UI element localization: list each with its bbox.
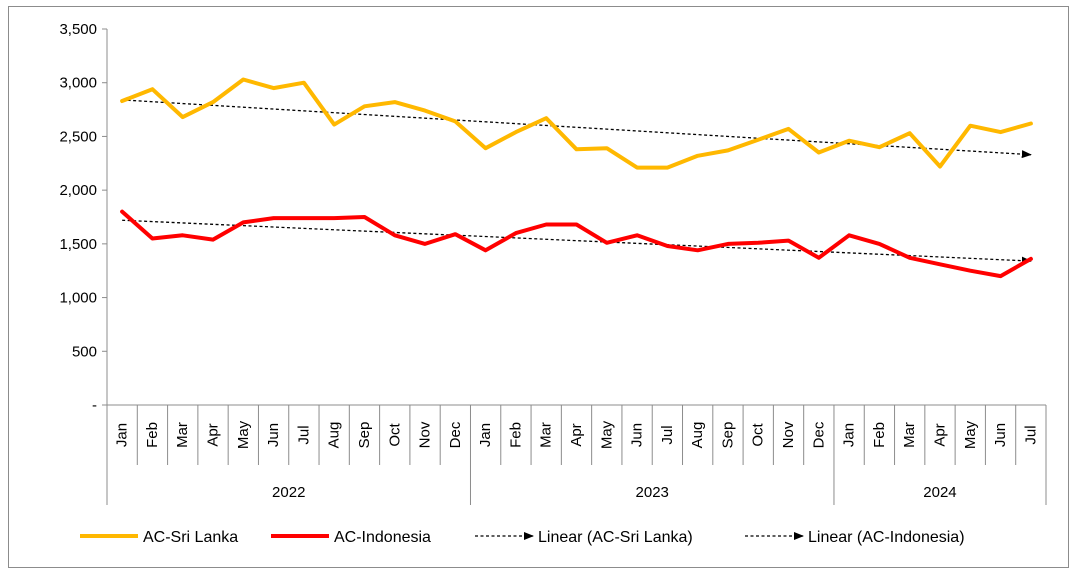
x-category-label: Jun xyxy=(629,423,646,447)
series-line xyxy=(120,77,1033,170)
x-category-label: Mar xyxy=(174,422,191,448)
x-category-label: Nov xyxy=(417,421,434,448)
x-category-label: May xyxy=(235,420,252,449)
x-category-label: Jan xyxy=(477,423,494,447)
x-category-label: Mar xyxy=(901,422,918,448)
legend-label: AC-Indonesia xyxy=(334,529,431,546)
x-category-label: May xyxy=(962,420,979,449)
x-category-label: Dec xyxy=(810,421,827,448)
x-category-label: Aug xyxy=(326,422,343,449)
x-category-label: Dec xyxy=(447,421,464,448)
x-group-label: 2023 xyxy=(636,484,669,501)
x-category-label: Jan xyxy=(841,423,858,447)
y-tick-label: 3,500 xyxy=(59,21,97,38)
x-category-label: Aug xyxy=(689,422,706,449)
x-category-label: Apr xyxy=(931,423,948,446)
x-category-label: Apr xyxy=(568,423,585,446)
x-category-label: Feb xyxy=(144,422,161,448)
x-category-label: Nov xyxy=(780,421,797,448)
x-category-label: Jul xyxy=(1022,425,1039,444)
y-axis: - 500 1,000 1,500 2,000 2,500 3,000 3,500 xyxy=(59,21,108,414)
x-category-label: Jun xyxy=(265,423,282,447)
x-category-label: Apr xyxy=(205,423,222,446)
data-series xyxy=(120,77,1033,279)
legend-label: Linear (AC-Indonesia) xyxy=(808,529,965,546)
x-category-label: Mar xyxy=(538,422,555,448)
chart-frame xyxy=(8,6,1069,568)
legend-label: AC-Sri Lanka xyxy=(143,529,238,546)
y-tick-label: 3,000 xyxy=(59,75,97,92)
y-tick-label: - xyxy=(92,397,97,414)
y-tick-label: 2,000 xyxy=(59,182,97,199)
x-category-label: Feb xyxy=(871,422,888,448)
series-line xyxy=(120,209,1033,279)
x-group-label: 2022 xyxy=(272,484,305,501)
x-category-label: Jun xyxy=(992,423,1009,447)
x-category-label: Oct xyxy=(386,423,403,447)
x-category-label: Jul xyxy=(659,425,676,444)
y-tick-label: 500 xyxy=(72,343,97,360)
x-category-label: Feb xyxy=(507,422,524,448)
x-category-label: Jul xyxy=(295,425,312,444)
x-category-label: Oct xyxy=(750,423,767,447)
legend-label: Linear (AC-Sri Lanka) xyxy=(538,529,693,546)
y-tick-label: 1,500 xyxy=(59,236,97,253)
y-tick-label: 2,500 xyxy=(59,128,97,145)
x-category-label: Sep xyxy=(356,422,373,449)
x-category-label: May xyxy=(598,420,615,449)
trendlines xyxy=(122,99,1032,265)
x-category-label: Sep xyxy=(719,422,736,449)
legend: AC-Sri Lanka AC-Indonesia Linear (AC-Sri L… xyxy=(80,529,965,546)
y-tick-label: 1,000 xyxy=(59,290,97,307)
x-category-label: Jan xyxy=(114,423,131,447)
x-axis: Jan Feb Mar Apr May Jun Jul Aug Sep Oct Nov Dec Jan F… xyxy=(106,404,1047,505)
x-group-label: 2024 xyxy=(923,484,956,501)
